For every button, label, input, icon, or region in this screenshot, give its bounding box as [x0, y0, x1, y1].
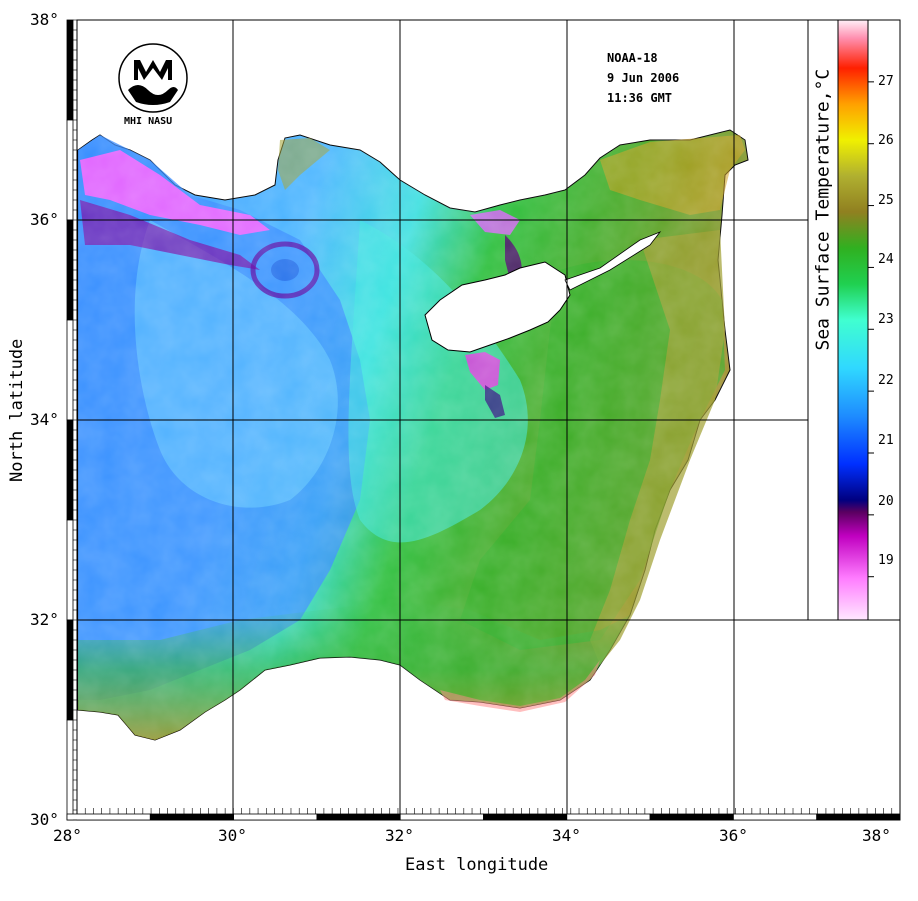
lon-scale-segment	[66, 813, 151, 821]
colorbar-tick: 23	[878, 312, 894, 327]
axis-scale-bars	[66, 19, 901, 821]
acquisition-time: 11:36 GMT	[607, 91, 673, 105]
x-tick-label: 32°	[385, 826, 414, 845]
colorbar-tick: 20	[878, 494, 894, 509]
colorbar	[837, 19, 869, 621]
karpas-peninsula	[564, 231, 662, 291]
colorbar-tick: 21	[878, 433, 894, 448]
x-tick-label: 38°	[862, 826, 891, 845]
y-tick-label: 30°	[30, 810, 59, 829]
graticule	[77, 20, 900, 820]
lat-scale-segment	[66, 319, 74, 421]
y-tick-label: 36°	[30, 210, 59, 229]
colorbar-title: Sea Surface Temperature,°C	[812, 68, 834, 351]
lon-scale-segment	[733, 813, 818, 821]
y-tick-label: 32°	[30, 610, 59, 629]
lat-scale-segment	[66, 519, 74, 621]
acquisition-date: 9 Jun 2006	[607, 71, 680, 85]
colorbar-tick: 22	[878, 373, 894, 388]
image-metadata: NOAA-18 9 Jun 2006 11:36 GMT	[607, 48, 679, 108]
x-tick-label: 36°	[719, 826, 748, 845]
x-tick-label: 30°	[218, 826, 247, 845]
colorbar-tick: 19	[878, 553, 894, 568]
x-tick-label: 34°	[552, 826, 581, 845]
lat-scale-segment	[66, 219, 74, 321]
lon-scale-segment	[649, 813, 734, 821]
y-axis-title: North latitude	[7, 338, 27, 482]
y-tick-label: 34°	[30, 410, 59, 429]
lat-scale-segment	[66, 719, 74, 821]
lon-scale-segment	[233, 813, 318, 821]
lat-scale-segment	[66, 419, 74, 521]
institute-logo	[118, 43, 188, 113]
cyprus-island	[424, 261, 571, 353]
lat-scale-segment	[66, 19, 74, 121]
x-axis-title: East longitude	[405, 855, 549, 875]
lon-scale-segment	[816, 813, 901, 821]
lon-scale-segment	[399, 813, 484, 821]
lon-scale-segment	[566, 813, 651, 821]
lon-scale-segment	[483, 813, 568, 821]
lat-scale-segment	[66, 119, 74, 221]
colorbar-tick: 25	[878, 193, 894, 208]
y-tick-label: 38°	[30, 10, 59, 29]
x-tick-label: 28°	[53, 826, 82, 845]
colorbar-tick: 27	[878, 74, 894, 89]
satellite-name: NOAA-18	[607, 51, 658, 65]
logo-label: MHI NASU	[124, 116, 173, 127]
lon-scale-segment	[316, 813, 401, 821]
lat-scale-segment	[66, 619, 74, 721]
colorbar-tick: 24	[878, 252, 894, 267]
colorbar-tick: 26	[878, 133, 894, 148]
lon-scale-segment	[149, 813, 235, 821]
